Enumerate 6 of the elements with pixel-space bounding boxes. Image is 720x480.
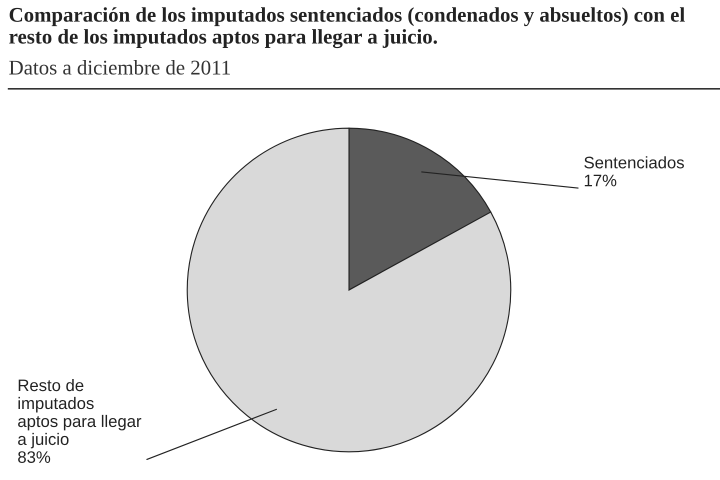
slice-label: Sentenciados (584, 156, 684, 168)
slice-label: Resto de imputados aptos para llegar a juicio (18, 378, 142, 448)
data-label: 17% (584, 174, 616, 186)
chart-subtitle: Datos a diciembre de 2011 (9, 60, 230, 75)
chart-title: Comparación de los imputados sentenciados (condenados y absueltos) con el resto de los imputados aptos para llegar a juicio. (9, 7, 685, 48)
data-label: 83% (18, 451, 50, 464)
